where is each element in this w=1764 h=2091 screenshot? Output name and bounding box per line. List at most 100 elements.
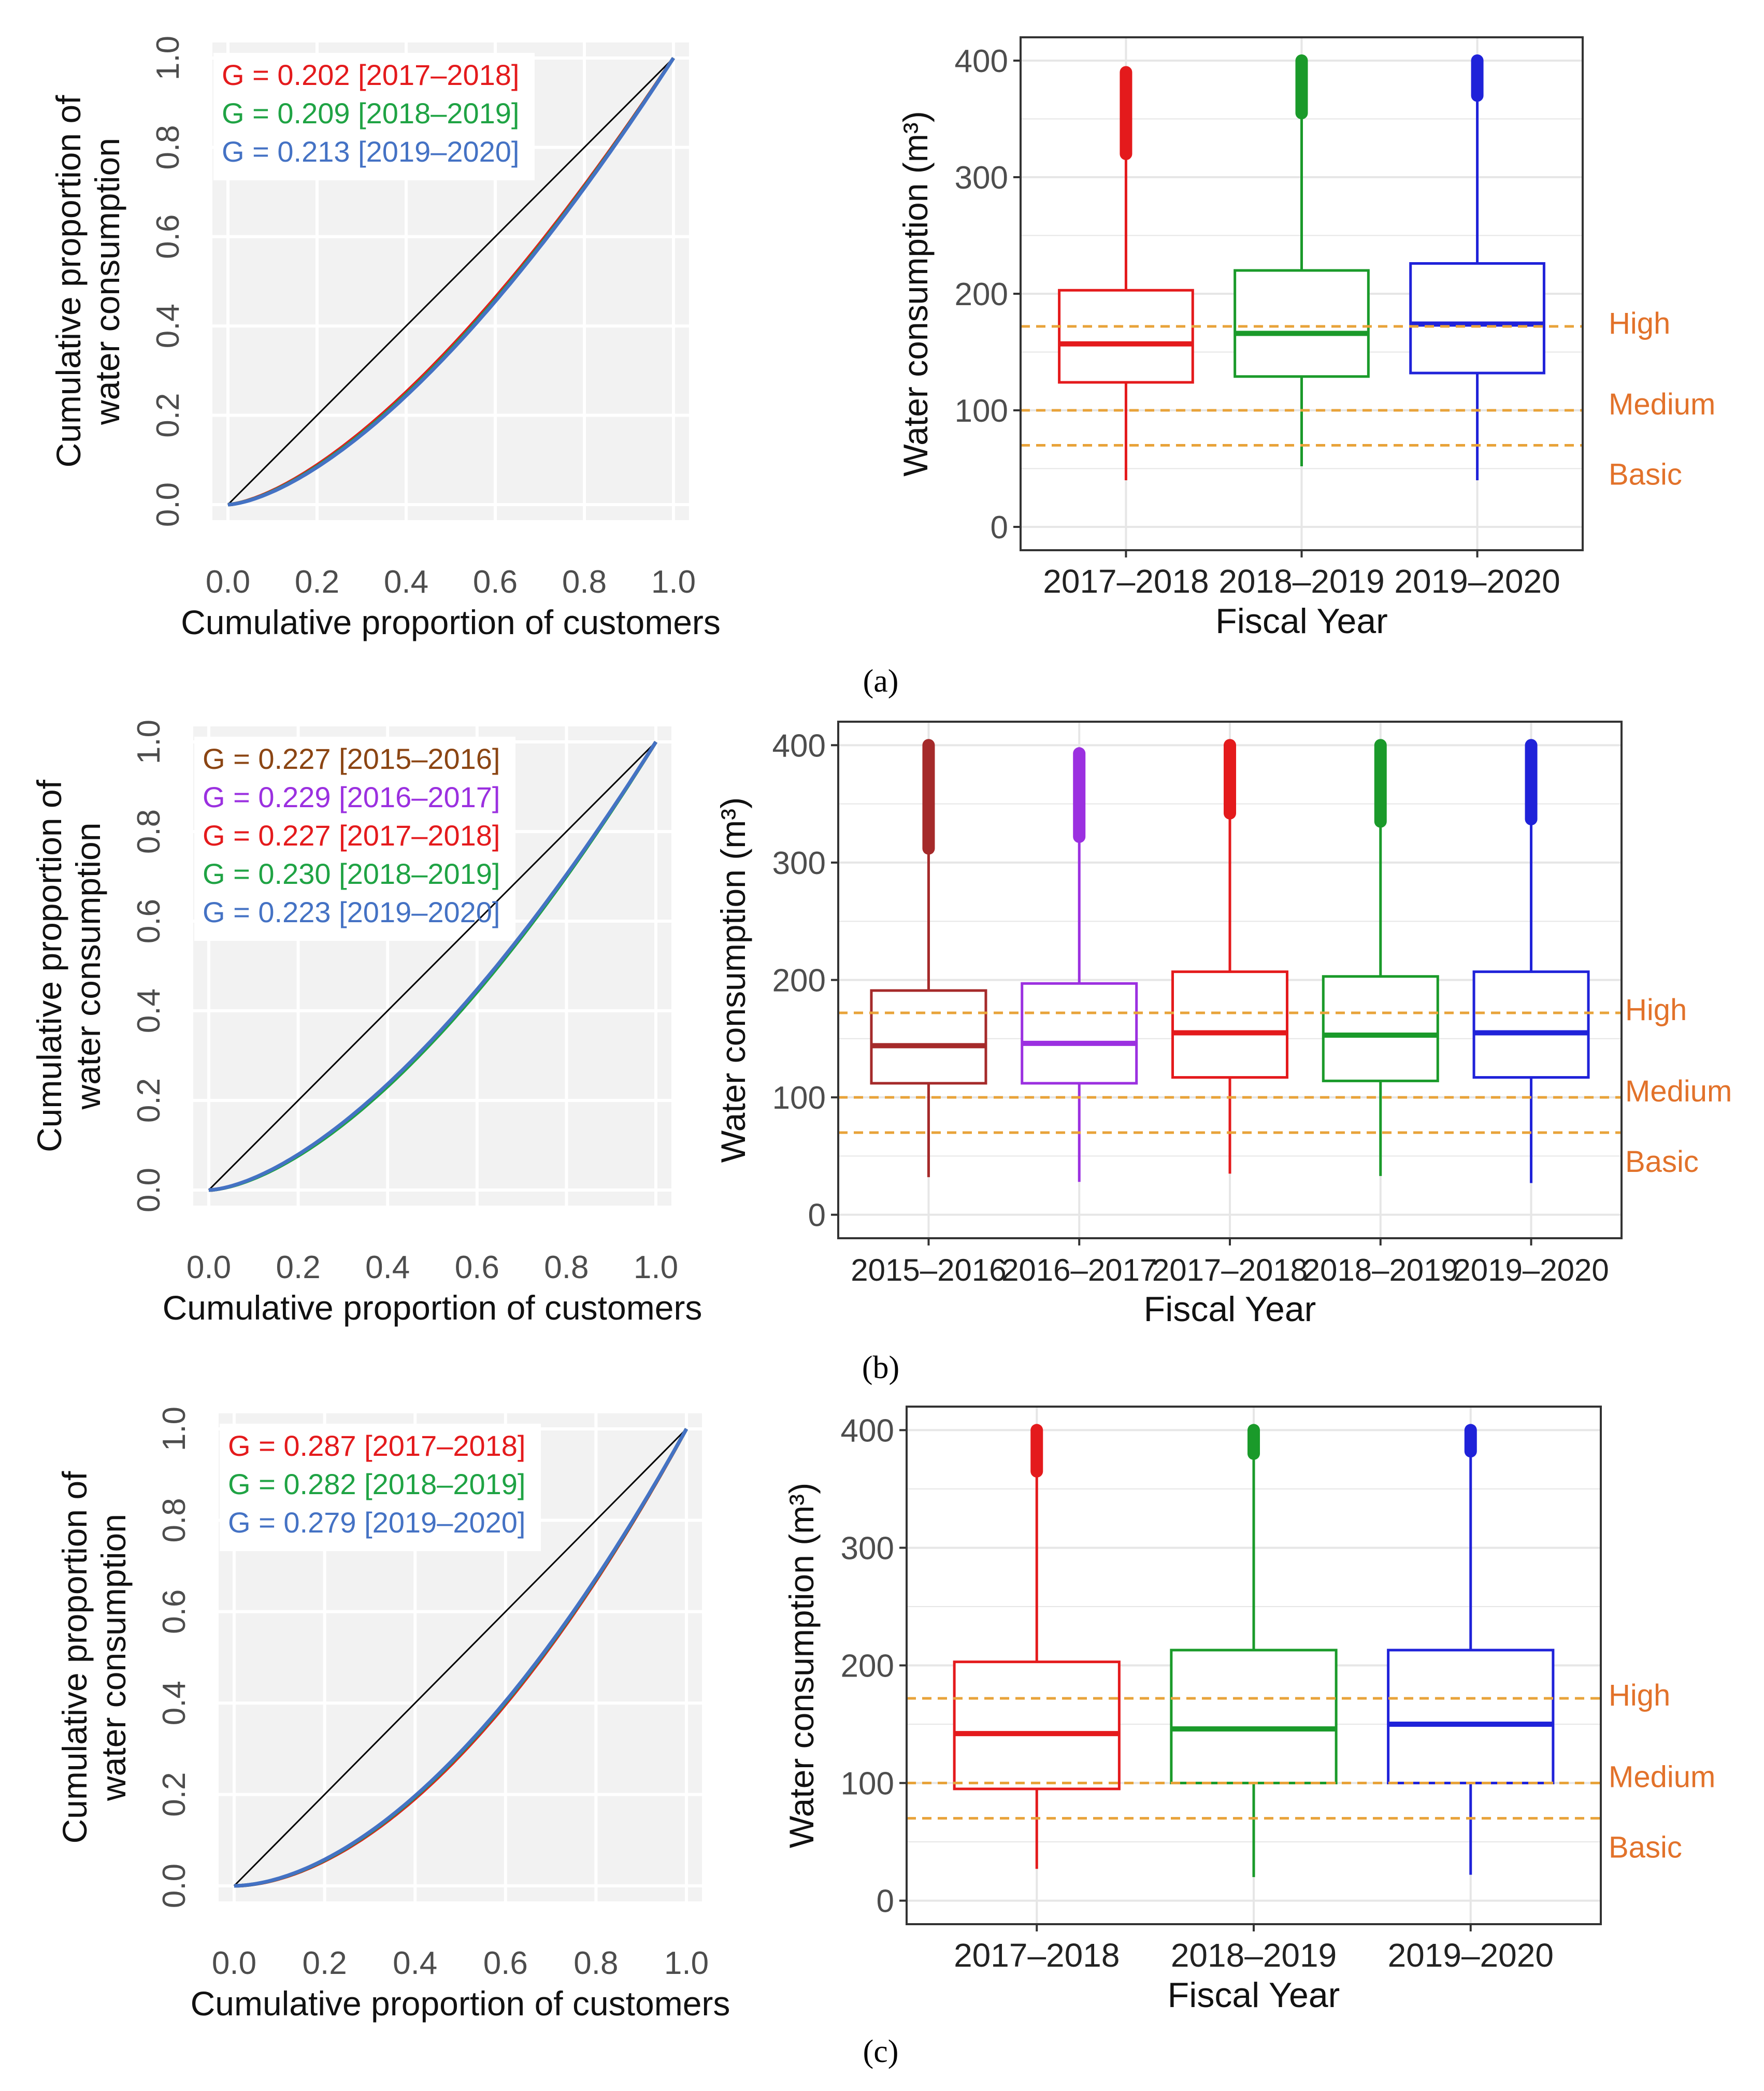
boxplot-y-tick-label: 400 [772, 728, 826, 764]
lorenz-x-tick-label: 0.8 [562, 564, 607, 600]
lorenz-y-tick-label: 0.6 [150, 214, 186, 259]
lorenz-curve-2019–2020 [227, 57, 675, 507]
threshold-label-medium: Medium [1609, 388, 1715, 421]
boxplot-y-tick-label: 0 [991, 510, 1008, 546]
box-2019–2020 [1472, 739, 1590, 1183]
lorenz-y-axis-title-line1: Cumulative proportion of [55, 1471, 94, 1844]
boxplot-y-tick-label: 300 [841, 1530, 894, 1566]
box-2018–2019 [1170, 1424, 1338, 1878]
boxplot-x-tick-label: 2019–2020 [1453, 1253, 1609, 1287]
lorenz-x-tick-label: 1.0 [664, 1945, 709, 1981]
lorenz-legend-entry: G = 0.227 [2015–2016] [203, 742, 500, 775]
box-iqr [1472, 970, 1590, 1079]
lorenz-x-axis-title: Cumulative proportion of customers [181, 603, 721, 641]
lorenz-x-tick-label: 0.6 [455, 1250, 499, 1285]
lorenz-y-axis-title-line2: water consumption [94, 1514, 133, 1801]
boxplot-x-tick-label: 2017–2018 [954, 1937, 1120, 1974]
lorenz-x-tick-label: 0.6 [483, 1945, 528, 1981]
lorenz-y-tick-label: 0.4 [150, 304, 186, 348]
box-iqr [1170, 1649, 1338, 1785]
panel-label: (a) [863, 664, 899, 699]
boxplot-x-tick-label: 2017–2018 [1152, 1253, 1308, 1287]
panel-a: G = 0.202 [2017–2018] G = 0.209 [2018–201… [49, 36, 1715, 699]
lorenz-y-tick-label: 0.0 [150, 482, 186, 527]
lorenz-y-tick-label: 0.8 [150, 125, 186, 169]
threshold-label-basic: Basic [1609, 458, 1682, 492]
lorenz-y-tick-label: 0.8 [131, 809, 167, 854]
boxplot-y-tick-label: 100 [772, 1080, 826, 1116]
threshold-label-medium: Medium [1609, 1760, 1715, 1794]
lorenz-y-axis-title-line2: water consumption [88, 138, 126, 425]
box-2017–2018 [1058, 66, 1194, 480]
lorenz-y-tick-label: 1.0 [131, 720, 167, 764]
lorenz-x-tick-label: 0.4 [365, 1250, 410, 1285]
lorenz-x-axis-title: Cumulative proportion of customers [163, 1288, 702, 1327]
boxplot-y-tick-label: 100 [841, 1766, 894, 1802]
lorenz-legend-entry: G = 0.227 [2017–2018] [203, 819, 500, 852]
boxplot-y-axis-title: Water consumption (m³) [896, 111, 935, 476]
boxplot-y-tick-label: 400 [955, 44, 1008, 79]
lorenz-x-tick-label: 0.2 [302, 1945, 347, 1981]
lorenz-x-tick-label: 0.0 [206, 564, 250, 600]
boxplot-x-tick-label: 2015–2016 [851, 1253, 1006, 1287]
lorenz-y-tick-label: 0.2 [150, 393, 186, 437]
boxplot-x-tick-label: 2018–2019 [1218, 563, 1384, 600]
boxplot-y-tick-label: 0 [808, 1198, 826, 1234]
lorenz-legend-entry: G = 0.287 [2017–2018] [228, 1429, 526, 1462]
lorenz-legend-entry: G = 0.282 [2018–2019] [228, 1468, 526, 1500]
threshold-label-medium: Medium [1625, 1075, 1732, 1108]
box-2015–2016 [870, 739, 987, 1178]
lorenz-y-tick-label: 0.8 [156, 1498, 192, 1542]
lorenz-y-axis-title-line1: Cumulative proportion of [30, 779, 68, 1152]
threshold-label-basic: Basic [1625, 1145, 1699, 1179]
lorenz-y-tick-label: 0.6 [131, 899, 167, 943]
lorenz-plot: G = 0.287 [2017–2018] G = 0.282 [2018–201… [55, 1407, 730, 2023]
threshold-label-high: High [1609, 307, 1670, 340]
lorenz-legend-entry: G = 0.213 [2019–2020] [222, 135, 520, 168]
lorenz-y-axis-title-line1: Cumulative proportion of [49, 95, 88, 468]
boxplot-y-tick-label: 0 [877, 1884, 894, 1920]
lorenz-curve-2019–2020 [208, 741, 657, 1192]
lorenz-x-tick-label: 1.0 [651, 564, 696, 600]
boxplot-x-tick-label: 2018–2019 [1303, 1253, 1458, 1287]
boxplot-x-tick-label: 2016–2017 [1001, 1253, 1157, 1287]
boxplot-y-tick-label: 200 [772, 963, 826, 999]
boxplot-y-tick-label: 300 [772, 846, 826, 881]
lorenz-x-tick-label: 0.4 [384, 564, 428, 600]
lorenz-legend-entry: G = 0.202 [2017–2018] [222, 59, 520, 91]
boxplot-x-tick-label: 2017–2018 [1043, 563, 1209, 600]
boxplot-y-axis-title: Water consumption (m³) [782, 1483, 821, 1848]
panel-b: G = 0.227 [2015–2016] G = 0.229 [2016–201… [30, 720, 1732, 1385]
lorenz-legend-entry: G = 0.223 [2019–2020] [203, 896, 500, 928]
lorenz-y-tick-label: 0.4 [156, 1681, 192, 1725]
threshold-label-basic: Basic [1609, 1831, 1682, 1865]
box-iqr [953, 1660, 1121, 1791]
boxplot: HighMediumBasic01002003004002015–2016201… [714, 721, 1732, 1329]
boxplot-y-tick-label: 200 [841, 1649, 894, 1684]
threshold-label-high: High [1625, 993, 1687, 1027]
box-2018–2019 [1322, 739, 1439, 1176]
lorenz-y-tick-label: 0.0 [131, 1168, 167, 1212]
boxplot-y-tick-label: 300 [955, 160, 1008, 196]
box-2017–2018 [953, 1424, 1121, 1869]
panel-label: (b) [862, 1350, 899, 1385]
lorenz-y-tick-label: 0.2 [156, 1772, 192, 1816]
box-iqr [870, 989, 987, 1085]
lorenz-y-tick-label: 1.0 [156, 1407, 192, 1451]
box-iqr [1058, 289, 1194, 384]
lorenz-x-tick-label: 0.6 [473, 564, 518, 600]
lorenz-y-tick-label: 0.2 [131, 1078, 167, 1123]
lorenz-legend-background [220, 1424, 541, 1551]
box-iqr [1234, 269, 1370, 378]
equality-line [208, 741, 657, 1191]
boxplot-y-tick-label: 400 [841, 1413, 894, 1449]
panel-label: (c) [863, 2034, 899, 2069]
lorenz-x-tick-label: 1.0 [634, 1250, 678, 1285]
lorenz-x-tick-label: 0.8 [573, 1945, 618, 1981]
lorenz-legend-background [213, 53, 535, 180]
lorenz-x-tick-label: 0.4 [393, 1945, 437, 1981]
lorenz-y-tick-label: 1.0 [150, 36, 186, 80]
lorenz-x-tick-label: 0.8 [544, 1250, 589, 1285]
